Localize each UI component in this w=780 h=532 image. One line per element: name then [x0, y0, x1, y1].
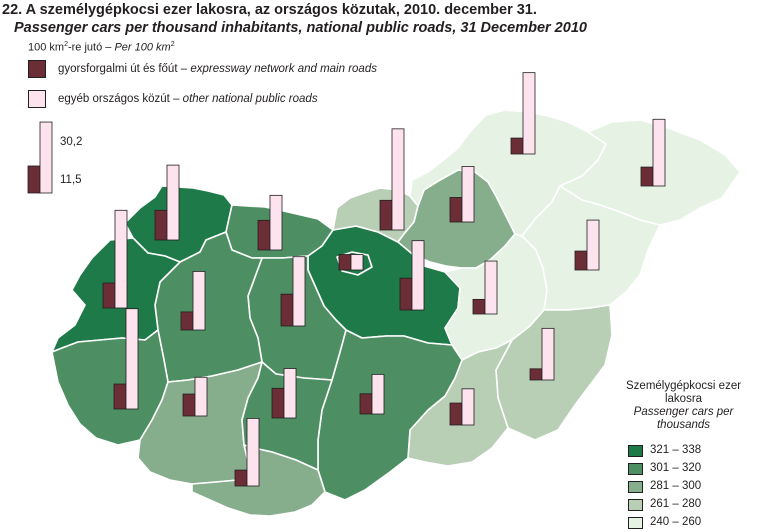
- bar-other-hajd-bihar: [586, 219, 600, 271]
- bar-other-b-k-s: [541, 327, 555, 381]
- bar-other-fej-r: [292, 256, 306, 327]
- choropleth-title-hu-2: lakosra: [664, 393, 703, 405]
- legend-scale-bar-main: [27, 165, 41, 194]
- unit-hu-sup: 2: [64, 41, 68, 48]
- bar-main-budapest: [338, 254, 352, 271]
- bar-main-baranya: [234, 469, 248, 487]
- unit-hu: 100 km: [28, 41, 65, 54]
- bar-main-borsod-aba-j-zempl-n: [510, 137, 524, 155]
- map-title: 22. A személygépkocsi ezer lakosra, az o…: [2, 2, 537, 18]
- scale-value-main: 11,5: [60, 174, 82, 186]
- bar-main-tolna: [271, 387, 285, 419]
- bar-main-vas: [102, 282, 116, 309]
- bar-other-borsod-aba-j-zempl-n: [522, 72, 536, 155]
- bar-main-veszpr-m: [180, 311, 194, 331]
- class-swatch-1: [628, 445, 643, 457]
- bar-other-zala: [125, 308, 139, 410]
- legend-scale-bar-other: [39, 121, 53, 194]
- legend-main-roads-en: expressway network and main roads: [190, 63, 377, 75]
- scale-value-other: 30,2: [60, 136, 83, 148]
- legend-main-roads-hu: gyorsforgalmi út és főút –: [58, 63, 188, 75]
- class-label-2: 301 – 320: [650, 462, 702, 474]
- bar-main-pest: [399, 277, 413, 311]
- class-label-3: 281 – 300: [650, 480, 702, 492]
- bar-other-b-cs-kiskun: [371, 373, 385, 415]
- choropleth-title-en-1: Passenger cars per: [633, 406, 734, 418]
- map-subtitle: Passenger cars per thousand inhabitants,…: [14, 20, 587, 36]
- bar-other-tolna: [283, 368, 297, 419]
- bar-main-csongr-d: [449, 402, 463, 426]
- bar-other-n-gr-d: [391, 128, 405, 231]
- bar-other-gy-r-moson-sopron: [166, 164, 180, 241]
- bar-other-heves: [461, 166, 475, 223]
- legend-other-roads-swatch: [28, 90, 46, 108]
- choropleth-title-en-2: thousands: [656, 419, 711, 431]
- bar-other-vas: [114, 209, 128, 309]
- bar-main-hajd-bihar: [574, 250, 588, 271]
- bar-main-heves: [449, 197, 463, 223]
- bar-main-fej-r: [280, 293, 294, 327]
- bar-other-csongr-d: [461, 388, 475, 426]
- bar-other-j-sz-nagykun-szolnok: [484, 260, 498, 315]
- bar-main-n-gr-d: [379, 199, 393, 231]
- class-label-4: 261 – 280: [650, 498, 702, 510]
- bar-unit-label: 100 km2-re jutó – Per 100 km2: [28, 41, 175, 54]
- choropleth-title-hu-1: Személygépkocsi ezer: [626, 380, 742, 392]
- bar-main-kom-rom-esztergom: [257, 219, 271, 251]
- class-label-5: 240 – 260: [650, 516, 702, 528]
- unit-en: Per 100 km: [114, 41, 171, 54]
- bar-main-zala: [113, 383, 127, 410]
- choropleth-legend-title: Személygépkocsi ezer lakosra Passenger c…: [626, 380, 741, 432]
- unit-en-sup: 2: [170, 41, 175, 48]
- legend-other-roads-en: other national public roads: [182, 93, 318, 105]
- class-swatch-4: [628, 499, 643, 511]
- class-label-1: 321 – 338: [650, 444, 702, 456]
- bar-main-szabolcs-szatm-r-bereg: [640, 166, 654, 187]
- legend-main-roads-swatch: [28, 60, 46, 78]
- bar-other-pest: [411, 240, 425, 311]
- unit-hu-suffix: -re jutó –: [67, 41, 112, 54]
- bar-main-b-cs-kiskun: [359, 393, 373, 415]
- bar-main-b-k-s: [529, 368, 543, 381]
- bar-main-j-sz-nagykun-szolnok: [472, 298, 486, 315]
- bar-other-budapest: [350, 254, 364, 271]
- class-swatch-5: [628, 517, 643, 529]
- bar-other-baranya: [246, 418, 260, 487]
- class-swatch-3: [628, 481, 643, 493]
- bar-other-somogy: [194, 376, 208, 417]
- legend-other-roads-hu: egyéb országos közút –: [58, 93, 180, 105]
- bar-main-somogy: [182, 393, 196, 417]
- bar-main-gy-r-moson-sopron: [154, 209, 168, 241]
- bar-other-veszpr-m: [192, 271, 206, 331]
- class-swatch-2: [628, 463, 643, 475]
- bar-other-szabolcs-szatm-r-bereg: [652, 118, 666, 187]
- bar-other-kom-rom-esztergom: [269, 194, 283, 251]
